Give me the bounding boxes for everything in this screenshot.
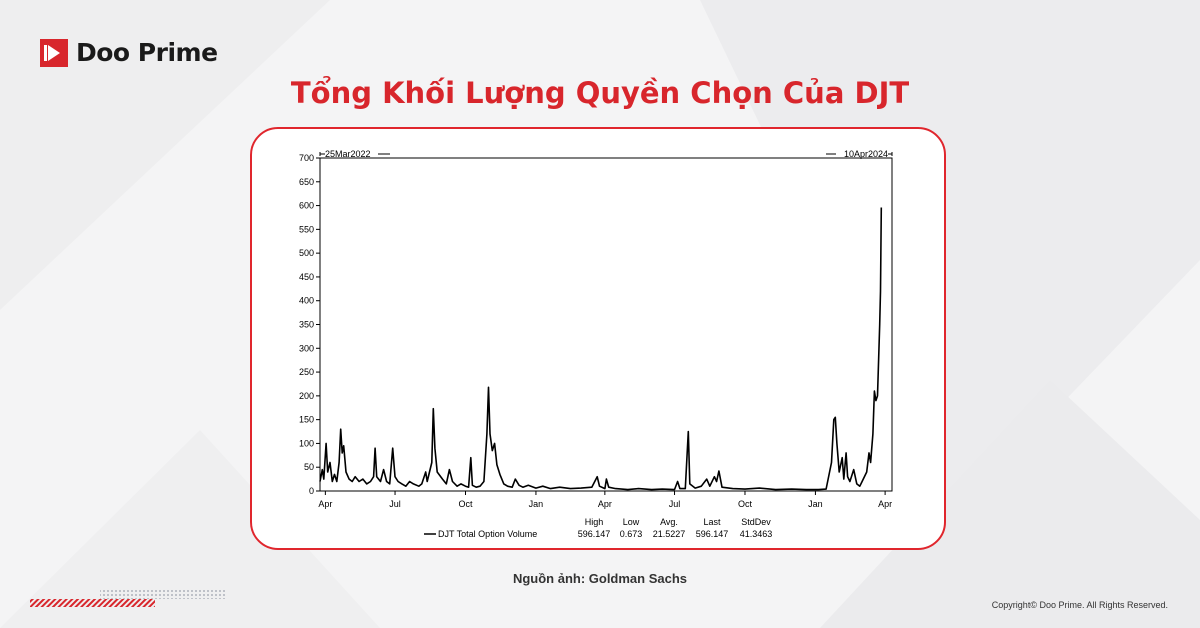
y-tick-label: 650 xyxy=(299,177,314,187)
y-tick-label: 400 xyxy=(299,296,314,306)
y-tick-label: 250 xyxy=(299,367,314,377)
x-tick-label: Jan xyxy=(529,499,544,509)
range-end-label: 10Apr2024 xyxy=(844,149,888,159)
doo-prime-logo-icon xyxy=(40,38,68,67)
y-tick-label: 350 xyxy=(299,320,314,330)
x-tick-label: Jan xyxy=(808,499,823,509)
y-tick-label: 150 xyxy=(299,415,314,425)
stat-value: 596.147 xyxy=(578,529,611,539)
x-tick-label: Apr xyxy=(878,499,892,509)
decorative-stripes xyxy=(30,589,225,607)
stat-value: 0.673 xyxy=(620,529,643,539)
y-tick-label: 200 xyxy=(299,391,314,401)
page-title: Tổng Khối Lượng Quyền Chọn Của DJT xyxy=(290,76,910,110)
x-tick-label: Jul xyxy=(669,499,681,509)
stat-header: High xyxy=(585,517,604,527)
x-tick-label: Apr xyxy=(318,499,332,509)
x-tick-label: Jul xyxy=(389,499,401,509)
y-tick-label: 450 xyxy=(299,272,314,282)
y-tick-label: 50 xyxy=(304,462,314,472)
stat-value: 41.3463 xyxy=(740,529,773,539)
option-volume-chart: 0 50 100 150 200 250 300 350 400 450 500 550 600 650 7… xyxy=(299,149,893,539)
range-start-label: 25Mar2022 xyxy=(325,149,371,159)
plot-frame xyxy=(319,157,893,492)
y-tick-label: 0 xyxy=(309,486,314,496)
y-tick-label: 300 xyxy=(299,343,314,353)
stat-header: StdDev xyxy=(741,517,771,527)
legend-label: DJT Total Option Volume xyxy=(438,529,537,539)
stat-header: Avg. xyxy=(660,517,678,527)
image-source: Nguồn ảnh: Goldman Sachs xyxy=(512,571,688,586)
stat-value: 596.147 xyxy=(696,529,729,539)
y-tick-label: 550 xyxy=(299,224,314,234)
copyright-text: Copyright© Doo Prime. All Rights Reserve… xyxy=(991,600,1168,610)
x-tick-label: Oct xyxy=(458,499,473,509)
x-tick-label: Oct xyxy=(738,499,753,509)
stat-header: Last xyxy=(703,517,721,527)
x-tick-label: Apr xyxy=(598,499,612,509)
brand-name: Doo Prime xyxy=(76,38,218,67)
stat-header: Low xyxy=(623,517,640,527)
series-line xyxy=(319,207,883,491)
y-tick-label: 100 xyxy=(299,438,314,448)
stat-value: 21.5227 xyxy=(653,529,686,539)
brand-logo: Doo Prime xyxy=(40,38,218,67)
y-tick-label: 700 xyxy=(299,153,314,163)
y-tick-label: 500 xyxy=(299,248,314,258)
y-tick-label: 600 xyxy=(299,201,314,211)
